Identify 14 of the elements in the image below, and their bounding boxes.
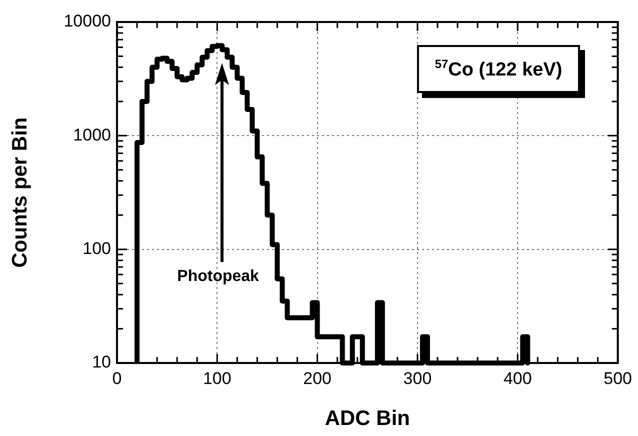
y-tick-label: 100 — [82, 239, 111, 258]
x-tick-label: 400 — [503, 368, 532, 388]
x-tick-label: 100 — [202, 368, 232, 388]
annotation: Photopeak — [177, 268, 259, 286]
y-axis-title: Counts per Bin — [8, 117, 32, 268]
x-tick-label: 200 — [303, 368, 332, 388]
y-tick-label: 10000 — [64, 12, 111, 31]
y-tick-label: 1000 — [73, 125, 111, 144]
x-axis-title: ADC Bin — [324, 407, 410, 430]
annotation: $^{57}$Co (122 keV) — [416, 45, 580, 94]
x-tick-label: 500 — [604, 368, 632, 388]
x-tick-label: 300 — [403, 368, 432, 388]
y-tick-label: 10 — [92, 352, 111, 372]
x-tick-label: 0 — [112, 368, 122, 388]
